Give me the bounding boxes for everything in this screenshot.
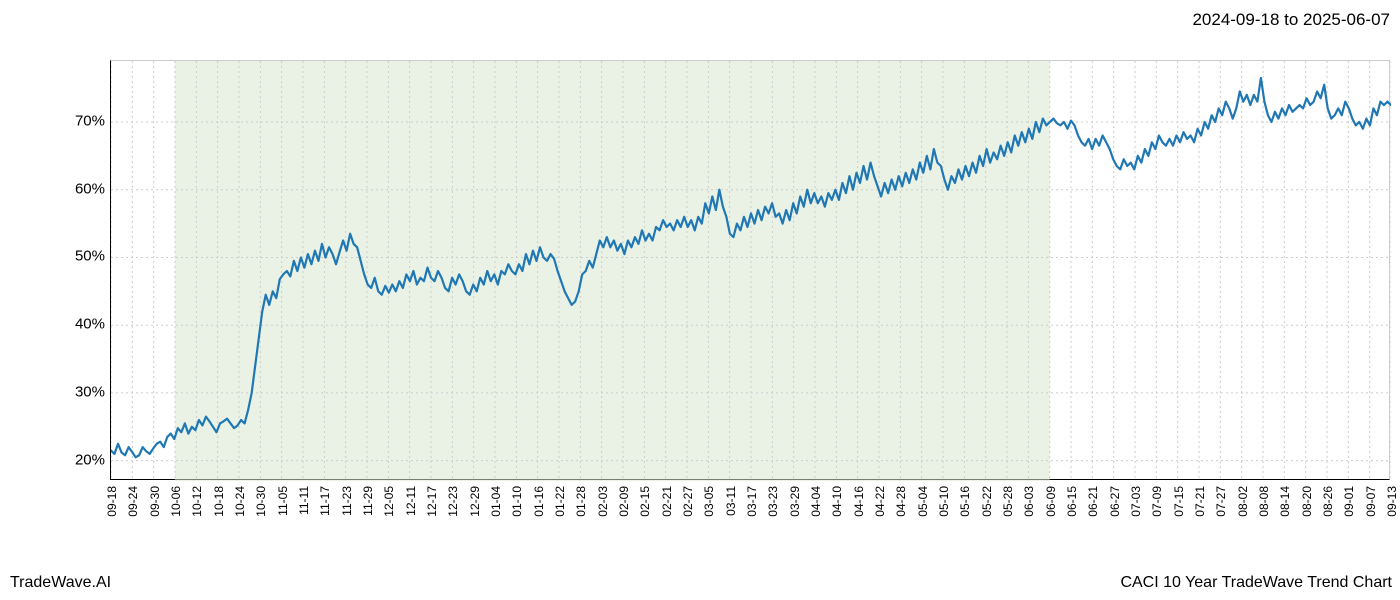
x-tick-label: 01-10 <box>510 486 524 517</box>
plot-area <box>110 60 1390 480</box>
x-tick-label: 04-04 <box>809 486 823 517</box>
x-tick-label: 03-11 <box>724 486 738 516</box>
x-tick-label: 03-17 <box>745 486 759 517</box>
x-tick-label: 02-21 <box>660 486 674 517</box>
footer-brand: TradeWave.AI <box>10 574 111 592</box>
x-tick-label: 01-22 <box>553 486 567 517</box>
chart-container: 20% 30% 40% 50% 60% 70% 09-18 09-24 09-30 10-06 1… <box>0 50 1400 530</box>
x-tick-label: 09-07 <box>1364 486 1378 517</box>
x-tick-label: 02-15 <box>638 486 652 517</box>
x-tick-label: 08-14 <box>1278 486 1292 517</box>
x-tick-label: 01-04 <box>489 486 503 517</box>
x-tick-label: 11-17 <box>318 486 332 516</box>
x-tick-label: 01-28 <box>574 486 588 517</box>
x-tick-label: 07-21 <box>1193 486 1207 517</box>
x-tick-label: 04-16 <box>852 486 866 517</box>
x-tick-label: 05-22 <box>980 486 994 517</box>
x-tick-label: 11-29 <box>361 486 375 516</box>
x-tick-label: 04-22 <box>873 486 887 517</box>
x-tick-label: 10-24 <box>233 486 247 517</box>
x-tick-label: 07-03 <box>1129 486 1143 517</box>
x-tick-label: 06-15 <box>1065 486 1079 517</box>
x-tick-label: 11-11 <box>297 486 311 515</box>
x-tick-label: 10-30 <box>254 486 268 517</box>
x-tick-label: 02-27 <box>681 486 695 517</box>
y-tick-label: 60% <box>60 180 105 197</box>
x-tick-label: 07-15 <box>1172 486 1186 517</box>
x-tick-label: 06-27 <box>1108 486 1122 517</box>
x-tick-label: 06-03 <box>1022 486 1036 517</box>
x-tick-label: 07-09 <box>1150 486 1164 517</box>
x-tick-label: 03-23 <box>766 486 780 517</box>
x-tick-label: 09-01 <box>1342 486 1356 517</box>
x-tick-label: 05-10 <box>937 486 951 517</box>
x-tick-label: 09-18 <box>105 486 119 517</box>
x-tick-label: 05-16 <box>958 486 972 517</box>
y-tick-label: 70% <box>60 112 105 129</box>
x-tick-label: 06-21 <box>1086 486 1100 517</box>
x-tick-label: 09-30 <box>148 486 162 517</box>
x-tick-label: 12-29 <box>468 486 482 517</box>
x-tick-label: 04-28 <box>894 486 908 517</box>
x-tick-label: 12-05 <box>382 486 396 517</box>
x-tick-label: 08-02 <box>1236 486 1250 517</box>
date-range-label: 2024-09-18 to 2025-06-07 <box>1192 10 1390 30</box>
x-tick-label: 05-28 <box>1001 486 1015 517</box>
x-tick-label: 03-29 <box>788 486 802 517</box>
chart-svg <box>111 61 1391 481</box>
x-tick-label: 08-08 <box>1257 486 1271 517</box>
x-tick-label: 10-06 <box>169 486 183 517</box>
x-tick-label: 11-05 <box>276 486 290 516</box>
y-tick-label: 50% <box>60 248 105 265</box>
x-tick-label: 11-23 <box>340 486 354 516</box>
y-tick-label: 40% <box>60 316 105 333</box>
x-tick-label: 05-04 <box>916 486 930 517</box>
x-tick-label: 06-09 <box>1044 486 1058 517</box>
x-tick-label: 02-03 <box>596 486 610 517</box>
x-tick-label: 08-20 <box>1300 486 1314 517</box>
x-tick-label: 03-05 <box>702 486 716 517</box>
x-tick-label: 12-23 <box>446 486 460 517</box>
footer-chart-title: CACI 10 Year TradeWave Trend Chart <box>1120 574 1392 592</box>
x-tick-label: 09-13 <box>1385 486 1399 517</box>
y-tick-label: 20% <box>60 451 105 468</box>
x-tick-label: 10-12 <box>190 486 204 517</box>
x-tick-label: 04-10 <box>830 486 844 517</box>
x-tick-label: 02-09 <box>617 486 631 517</box>
x-tick-label: 01-16 <box>532 486 546 517</box>
x-tick-label: 10-18 <box>212 486 226 517</box>
y-tick-label: 30% <box>60 383 105 400</box>
x-tick-label: 12-17 <box>425 486 439 517</box>
x-tick-label: 08-26 <box>1321 486 1335 517</box>
x-tick-label: 09-24 <box>126 486 140 517</box>
x-tick-label: 12-11 <box>404 486 418 516</box>
x-tick-label: 07-27 <box>1214 486 1228 517</box>
